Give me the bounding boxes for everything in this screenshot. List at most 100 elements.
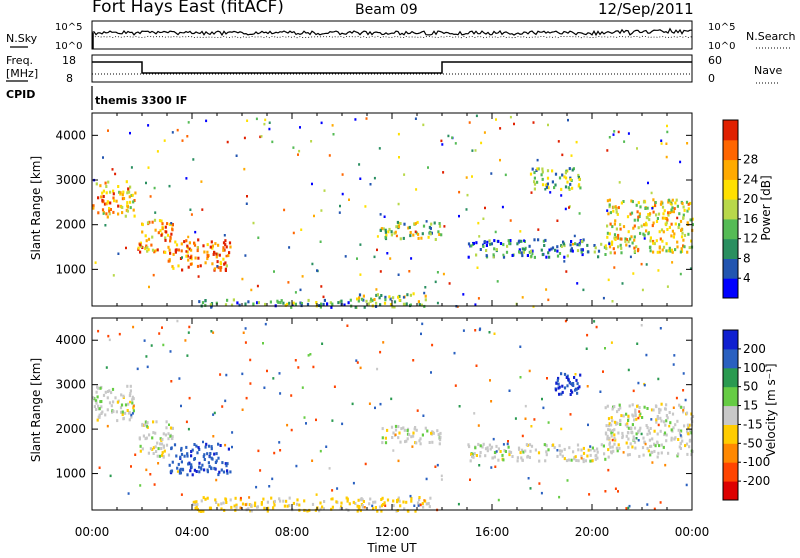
velocity-cell — [553, 446, 556, 450]
power-speck — [536, 158, 539, 162]
velocity-cell — [381, 436, 384, 440]
power-cell — [102, 195, 105, 198]
power-cell — [124, 214, 127, 218]
power-cell — [565, 169, 568, 173]
velocity-cell — [439, 438, 442, 442]
velocity-cell — [572, 384, 575, 387]
power-speck — [320, 209, 323, 212]
velocity-colorbar-frame — [722, 329, 739, 501]
power-cell — [397, 225, 401, 229]
velocity-cell — [584, 459, 587, 463]
velocity-cell — [160, 442, 164, 446]
power-scatter-cells — [92, 114, 694, 309]
power-cell — [545, 185, 548, 189]
velocity-cell — [467, 443, 470, 447]
freq-tick-bottom: 8 — [66, 72, 73, 85]
power-cell — [687, 202, 690, 206]
velocity-cell — [547, 448, 550, 452]
power-cell — [186, 250, 189, 254]
velocity-cell — [410, 435, 413, 439]
velocity-cell — [629, 442, 632, 446]
power-speck — [608, 242, 611, 246]
power-cell — [472, 241, 475, 245]
power-speck — [478, 235, 481, 238]
velocity-cell — [627, 416, 630, 420]
power-cell — [674, 201, 677, 205]
velocity-cell — [610, 431, 613, 435]
power-cell — [633, 218, 636, 222]
power-cell — [358, 296, 361, 300]
velocity-cell — [665, 419, 668, 423]
velocity-cell — [322, 507, 325, 511]
power-speck — [168, 184, 171, 188]
velocity-cell — [190, 454, 193, 458]
power-speck — [176, 128, 179, 132]
velocity-cell — [670, 436, 673, 440]
power-cell — [656, 217, 659, 220]
velocity-cell — [217, 456, 220, 460]
power-cell — [615, 235, 618, 239]
power-cell — [683, 245, 686, 249]
velocity-cell — [577, 386, 580, 390]
x-tick-labels: 00:00 04:00 08:00 12:00 16:00 20:00 00:00 — [75, 525, 710, 539]
power-speck — [185, 250, 188, 253]
power-speck — [502, 253, 505, 257]
velocity-cell — [664, 407, 667, 411]
velocity-cell — [499, 450, 502, 453]
power-speck — [607, 278, 610, 282]
velocity-cell — [372, 500, 375, 504]
power-cell — [670, 210, 673, 214]
power-speck — [246, 119, 249, 122]
power-cell — [593, 250, 596, 254]
power-cell — [389, 297, 392, 301]
velocity-speck — [595, 325, 598, 329]
power-cell — [544, 183, 547, 187]
velocity-cell — [636, 404, 639, 408]
velocity-speck — [657, 423, 660, 427]
velocity-cell — [138, 437, 141, 441]
velocity-cell — [471, 452, 474, 456]
power-cell — [244, 302, 247, 306]
power-cell — [640, 224, 643, 228]
power-speck — [310, 140, 313, 143]
velocity-cell — [667, 451, 670, 455]
power-speck — [359, 243, 362, 246]
power-cell — [388, 295, 391, 299]
power-cell — [227, 254, 230, 258]
power-cell — [546, 182, 549, 186]
velocity-cell — [295, 502, 299, 506]
power-colorbar-segment — [723, 258, 738, 279]
power-speck — [424, 286, 427, 289]
velocity-cell — [129, 384, 132, 388]
velocity-cell — [217, 442, 220, 446]
velocity-cell — [160, 447, 163, 450]
velocity-cell — [656, 440, 659, 444]
velocity-cell — [120, 410, 123, 414]
power-cell — [569, 182, 572, 186]
power-cell — [637, 215, 640, 219]
power-cell — [612, 209, 615, 213]
power-cell — [520, 251, 523, 255]
power-cell — [687, 207, 690, 211]
velocity-cell — [638, 414, 641, 418]
power-cell — [654, 201, 657, 204]
velocity-speck — [431, 343, 434, 347]
power-speck — [671, 261, 674, 264]
velocity-cell — [209, 506, 212, 510]
velocity-cell — [627, 431, 630, 435]
velocity-cell — [283, 504, 286, 508]
power-cell — [649, 249, 652, 253]
velocity-y-tick-label: 4000 — [55, 333, 86, 347]
velocity-cell — [108, 401, 112, 405]
velocity-speck — [574, 373, 577, 376]
velocity-cell — [629, 426, 632, 430]
power-cell — [612, 205, 615, 209]
power-speck — [641, 288, 644, 292]
power-cell — [421, 232, 424, 236]
velocity-speck — [330, 497, 333, 501]
velocity-cell — [659, 416, 662, 420]
velocity-cell — [655, 418, 658, 422]
velocity-speck — [208, 455, 211, 459]
velocity-speck — [507, 440, 509, 443]
velocity-cell — [615, 446, 618, 450]
